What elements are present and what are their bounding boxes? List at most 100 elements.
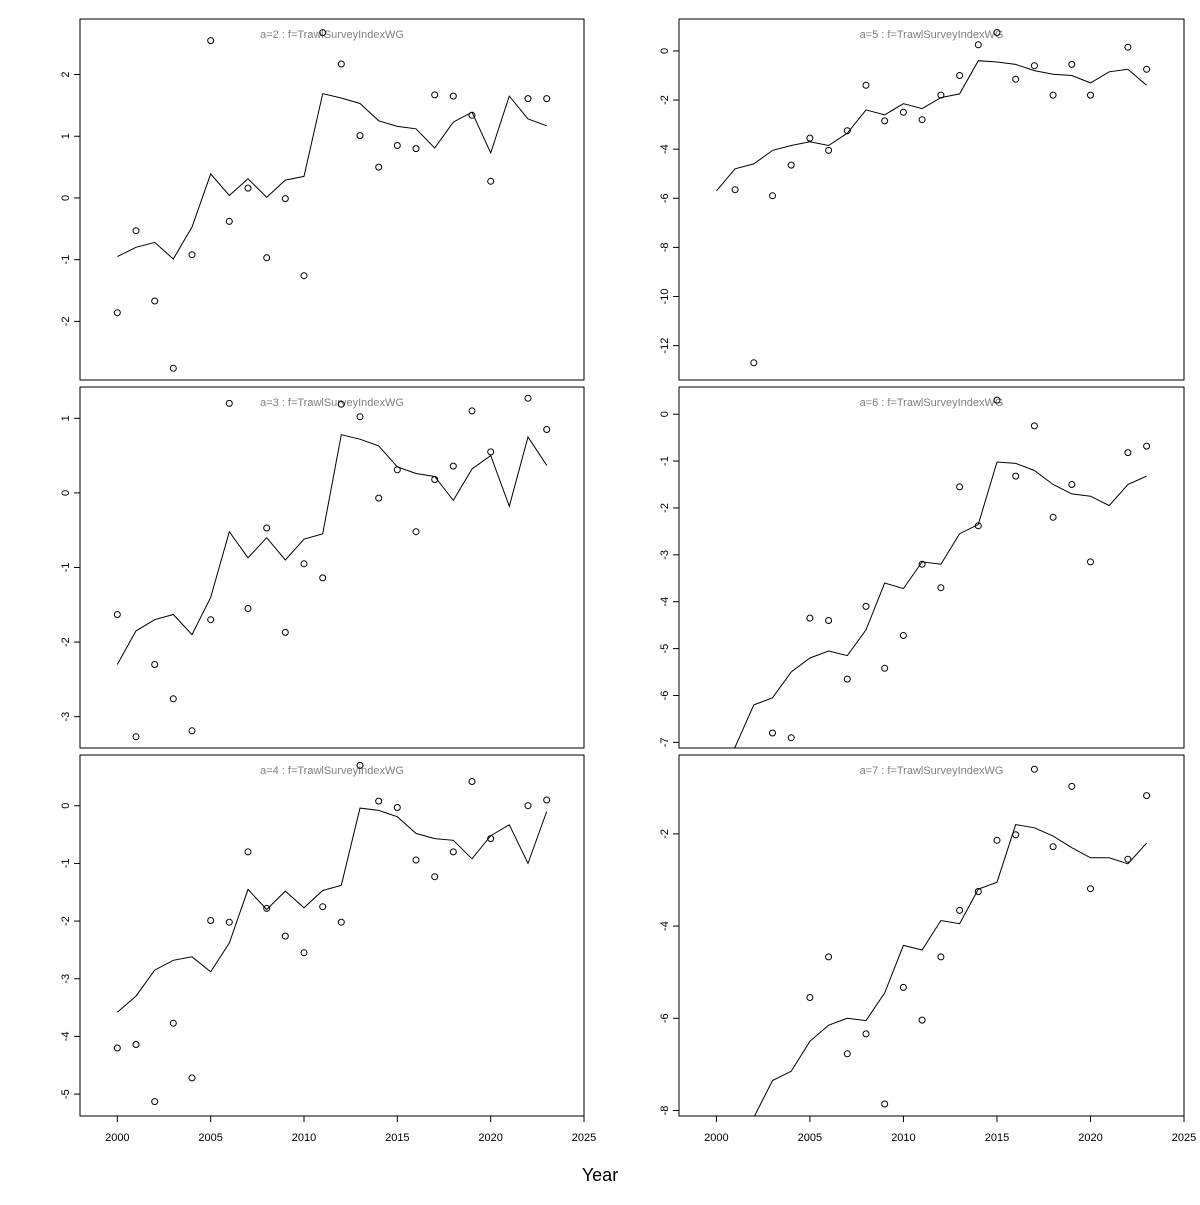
plot-frame [678, 754, 1185, 1117]
observation-point [899, 983, 907, 991]
observation-point [1068, 782, 1076, 790]
fitted-line [733, 461, 1147, 748]
y-tick-label: -4 [659, 921, 671, 931]
observation-point [393, 466, 401, 474]
observation-point [113, 309, 121, 317]
y-tick-label: -10 [659, 289, 671, 305]
observation-point [918, 560, 926, 568]
observation-point [524, 95, 532, 103]
panel-title: a=3 : f=TrawlSurveyIndexWG [260, 397, 404, 409]
observation-point [843, 1050, 851, 1058]
y-tick-label: -5 [60, 1089, 72, 1099]
x-tick-label: 2020 [478, 1132, 502, 1144]
observation-point [974, 522, 982, 530]
observation-point [862, 1030, 870, 1038]
observation-point [225, 399, 233, 407]
fitted-line [116, 434, 548, 665]
observation-point [825, 617, 833, 624]
fitted-line [753, 824, 1147, 1116]
observation-point [974, 888, 982, 895]
panel-6: -8 -6 -4 -2 2000 2005 2010 2015 2020 2025 a=7 : f=… [659, 754, 1196, 1144]
observation-point [956, 72, 964, 79]
observation-point [956, 483, 964, 491]
y-tick-label: -5 [659, 644, 671, 654]
observation-point [543, 426, 551, 433]
observation-point [487, 448, 495, 456]
observation-point [825, 953, 833, 961]
y-tick-label: 0 [659, 411, 671, 417]
observation-point [750, 359, 758, 367]
observation-point [244, 848, 252, 856]
observation-point [993, 396, 1001, 404]
observation-point [881, 664, 889, 672]
observation-point [207, 616, 215, 624]
y-tick-label: -8 [659, 1106, 671, 1116]
observation-point [937, 584, 945, 592]
observation-point [468, 778, 476, 785]
y-tick-label: 1 [60, 415, 72, 421]
observation-point [337, 918, 345, 926]
plot-frame [678, 18, 1185, 381]
observation-point [375, 797, 383, 805]
y-tick-label: -3 [659, 550, 671, 560]
y-tick-label: 0 [659, 48, 671, 54]
observation-point [169, 364, 177, 372]
x-axis-label: Year [582, 1165, 618, 1185]
y-tick-label: -4 [659, 144, 671, 154]
x-tick-label: 2010 [891, 1132, 915, 1144]
observation-point [281, 628, 289, 636]
observation-point [1030, 765, 1038, 773]
observation-point [468, 111, 476, 119]
fitted-line [117, 93, 547, 260]
y-tick-label: -4 [60, 1032, 72, 1042]
panel-1: -2 -1 0 1 2 a=2 : f=TrawlSurveyIndexWG [60, 18, 585, 381]
observation-point [412, 528, 420, 536]
observation-point [1030, 62, 1038, 70]
observation-point [899, 632, 907, 639]
observation-point [524, 802, 532, 810]
y-tick-label: -2 [659, 829, 671, 839]
observation-point [843, 675, 851, 683]
observation-point [1143, 65, 1151, 73]
observation-point [319, 29, 327, 37]
y-tick-label: -1 [659, 456, 671, 466]
y-tick-label: 1 [60, 133, 72, 139]
observation-point [375, 494, 383, 502]
observation-point [769, 192, 776, 200]
observation-point [151, 297, 159, 305]
y-tick-label: -8 [659, 242, 671, 252]
observation-point [431, 873, 439, 881]
panel-title: a=6 : f=TrawlSurveyIndexWG [860, 397, 1004, 409]
observation-point [300, 272, 308, 280]
fitted-line [116, 807, 548, 1013]
x-tick-label: 2010 [292, 1132, 316, 1144]
observation-point [300, 949, 308, 957]
observation-point [151, 661, 159, 668]
observation-point [151, 1098, 159, 1106]
y-tick-label: 0 [60, 490, 72, 496]
observation-point [113, 1044, 121, 1052]
observation-point [806, 994, 814, 1001]
observation-point [787, 161, 795, 169]
panel-4: -7 -6 -5 -4 -3 -2 -1 0 a=6 : f=TrawlSurveyIndexW… [659, 386, 1185, 749]
y-tick-label: -1 [60, 859, 72, 869]
observation-point [356, 413, 364, 421]
observation-point [1087, 91, 1094, 99]
observation-point [188, 1074, 196, 1082]
observation-point [1012, 831, 1020, 839]
observation-point [806, 614, 814, 622]
observation-point [862, 602, 870, 610]
observation-point [356, 132, 364, 140]
observation-point [787, 734, 795, 742]
y-tick-label: -3 [60, 974, 72, 984]
observation-point [188, 251, 196, 259]
observation-point [132, 1041, 140, 1048]
observation-point [207, 917, 215, 924]
observation-point [993, 29, 1001, 36]
observation-point [263, 254, 271, 262]
observation-point [1012, 472, 1020, 480]
observation-point [1143, 792, 1151, 800]
y-tick-label: 0 [60, 803, 72, 809]
panel-5: -5 -4 -3 -2 -1 0 2000 2005 2010 2015 2020 2025 a=4 :… [60, 754, 596, 1144]
observation-point [412, 145, 420, 153]
